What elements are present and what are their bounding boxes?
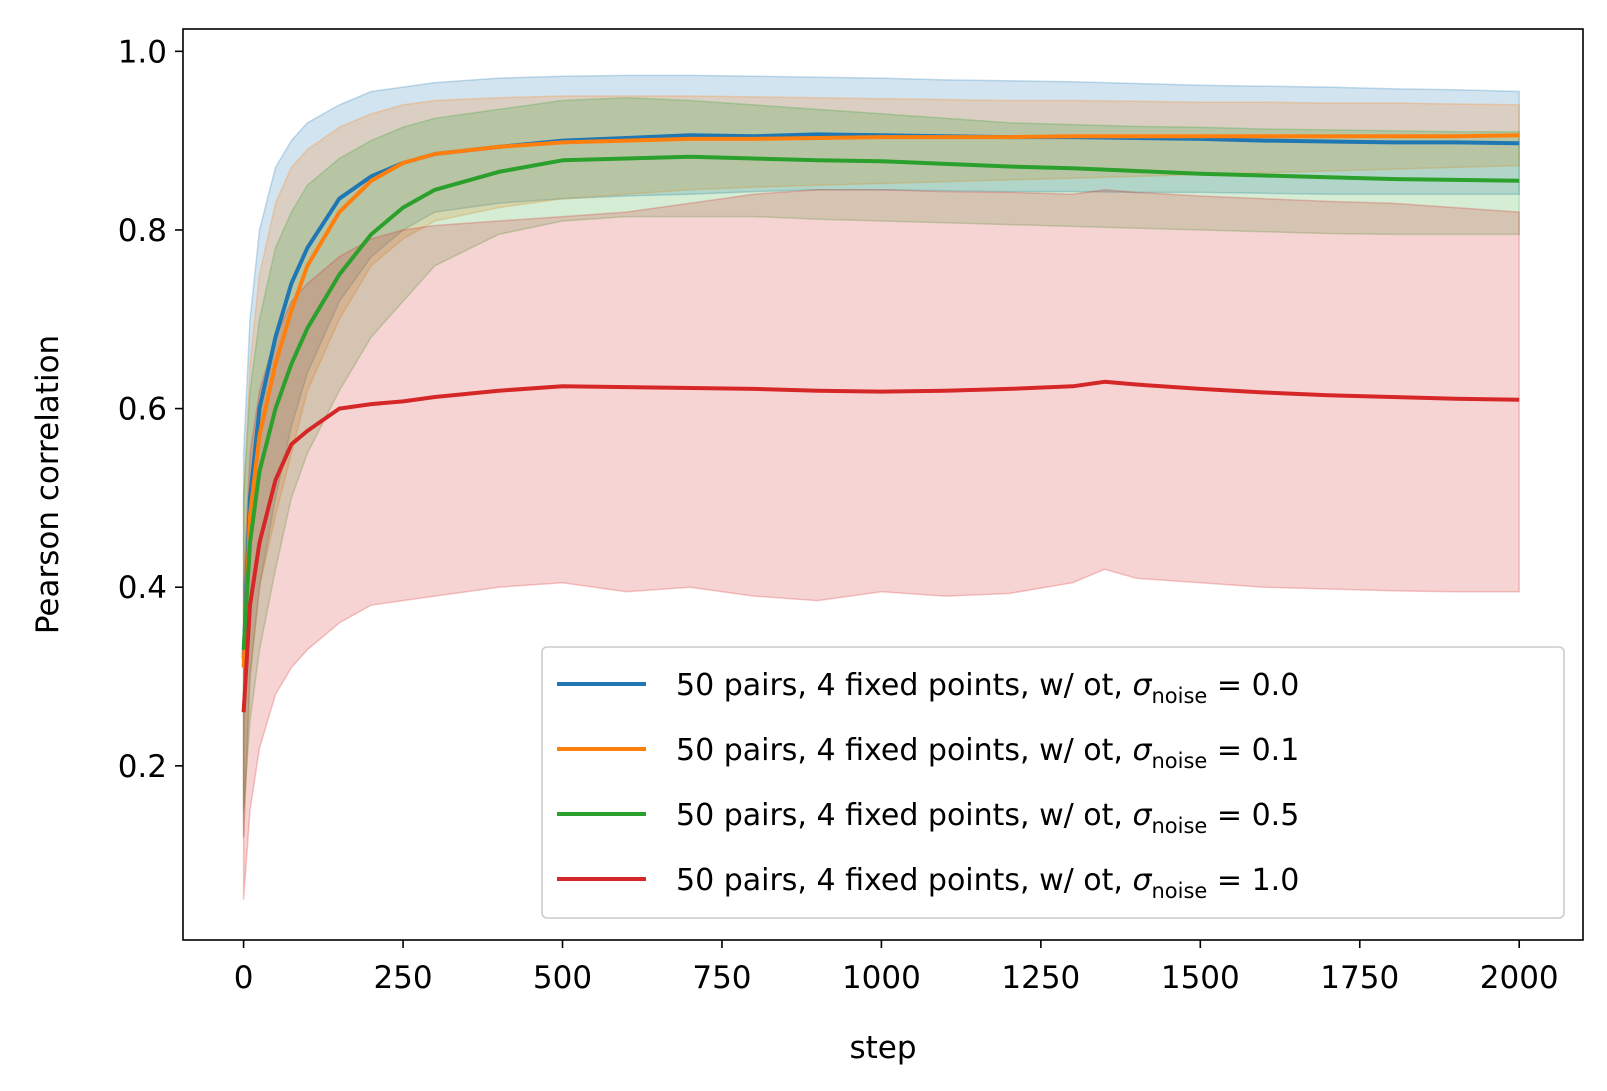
y-axis-label: Pearson correlation — [30, 335, 66, 634]
legend-box — [541, 646, 1565, 919]
series-1-band — [242, 95, 1520, 838]
x-axis: 0 250 500 750 1000 1250 1500 1750 2000 — [234, 940, 1559, 996]
x-tick-label: 2000 — [1480, 960, 1559, 996]
legend-entry-3: 50 pairs, 4 fixed points, w/ ot, σnoise … — [676, 863, 1299, 903]
legend-entry-0: 50 pairs, 4 fixed points, w/ ot, σnoise … — [676, 668, 1299, 708]
series-2-band — [242, 97, 1520, 811]
series-0-line — [241, 132, 1520, 659]
series-3-band — [242, 189, 1520, 900]
x-tick-label: 750 — [692, 960, 751, 996]
y-tick-label: 0.6 — [118, 392, 167, 428]
y-axis: 0.2 0.4 0.6 0.8 1.0 — [118, 34, 183, 785]
x-tick-label: 0 — [234, 960, 254, 996]
x-tick-label: 500 — [533, 960, 592, 996]
x-tick-label: 1500 — [1161, 960, 1240, 996]
x-tick-label: 1750 — [1320, 960, 1399, 996]
x-tick-label: 250 — [373, 960, 432, 996]
y-tick-label: 0.4 — [118, 570, 167, 606]
plot-area-frame — [182, 28, 1584, 941]
x-tick-label: 1250 — [1001, 960, 1080, 996]
series-lines — [241, 132, 1520, 713]
x-tick-label: 1000 — [842, 960, 921, 996]
y-tick-label: 1.0 — [118, 34, 167, 70]
series-3-line — [241, 379, 1520, 713]
confidence-bands — [242, 74, 1520, 900]
y-tick-label: 0.2 — [118, 749, 167, 785]
x-axis-label: step — [849, 1030, 916, 1066]
legend-entry-2: 50 pairs, 4 fixed points, w/ ot, σnoise … — [676, 798, 1299, 838]
series-0-band — [242, 74, 1520, 838]
y-tick-label: 0.8 — [118, 213, 167, 249]
series-1-line — [241, 133, 1520, 668]
series-2-line — [241, 154, 1520, 650]
legend: 50 pairs, 4 fixed points, w/ ot, σnoise … — [541, 646, 1565, 919]
legend-entry-1: 50 pairs, 4 fixed points, w/ ot, σnoise … — [676, 733, 1299, 773]
